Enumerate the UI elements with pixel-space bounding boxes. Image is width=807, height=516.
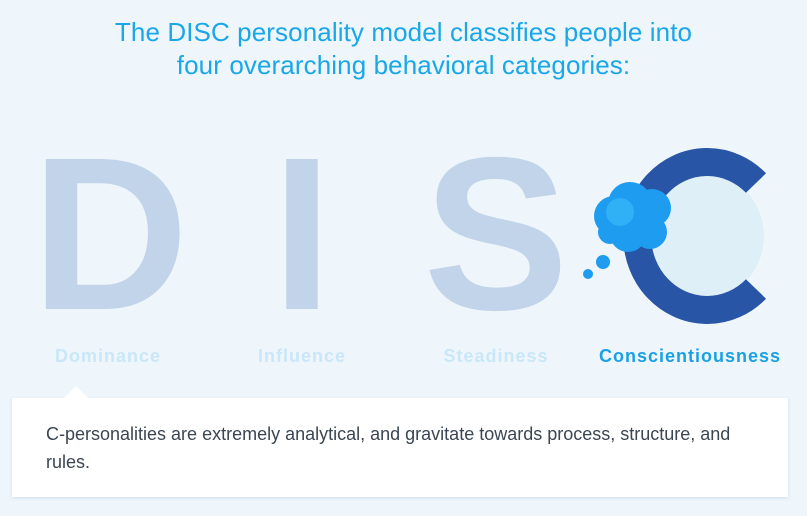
thought-bubble-icon xyxy=(583,182,671,279)
page-headline: The DISC personality model classifies pe… xyxy=(0,16,807,82)
disc-letters: D I S xyxy=(0,113,807,356)
label-conscientiousness[interactable]: Conscientiousness xyxy=(598,346,782,366)
label-dominance[interactable]: Dominance xyxy=(54,346,162,366)
headline-line-2: four overarching behavioral categories: xyxy=(176,50,631,80)
letter-i[interactable]: I xyxy=(271,113,333,356)
description-pointer xyxy=(64,386,88,398)
description-card: C-personalities are extremely analytical… xyxy=(12,386,788,497)
label-influence[interactable]: Influence xyxy=(257,346,346,366)
disc-labels: Dominance Influence Steadiness Conscient… xyxy=(0,346,807,372)
letter-c-fill xyxy=(648,174,764,298)
headline-line-1: The DISC personality model classifies pe… xyxy=(114,17,693,47)
letter-c-active[interactable] xyxy=(578,148,778,328)
letter-s[interactable]: S xyxy=(423,113,569,356)
description-text: C-personalities are extremely analytical… xyxy=(46,424,731,472)
label-steadiness[interactable]: Steadiness xyxy=(443,346,549,366)
letter-d[interactable]: D xyxy=(31,113,189,356)
